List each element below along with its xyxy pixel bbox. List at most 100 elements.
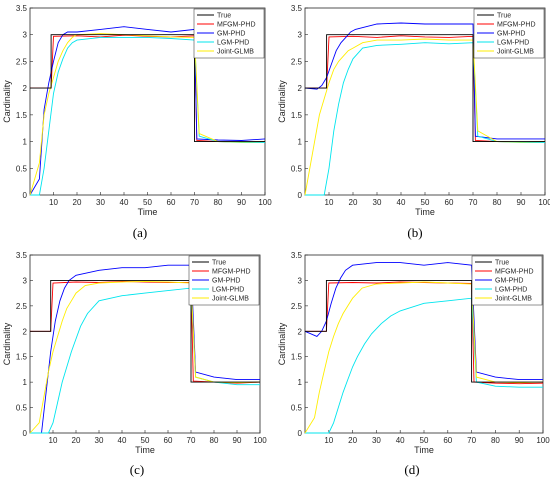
y-axis-label: Cardinality — [277, 322, 287, 365]
legend-entry: Joint-GLMB — [495, 296, 532, 303]
x-tick-label: 10 — [325, 198, 334, 207]
series-line-mfgm-phd — [305, 281, 544, 385]
y-tick-label: 1.5 — [16, 353, 28, 362]
x-tick-label: 80 — [491, 436, 500, 445]
legend: True MFGM-PHD GM-PHD LGM-PHD Joint-GLMB — [473, 8, 545, 59]
series-line-joint-glmb — [29, 280, 261, 434]
x-tick-label: 40 — [120, 198, 129, 207]
x-tick-label: 90 — [515, 436, 524, 445]
legend: True MFGM-PHD GM-PHD LGM-PHD Joint-GLMB — [193, 8, 265, 59]
legend: True MFGM-PHD GM-PHD LGM-PHD Joint-GLMB — [188, 255, 260, 306]
y-tick-label: 0 — [298, 429, 303, 438]
y-tick-label: 1 — [298, 378, 303, 387]
y-tick-label: 2.5 — [291, 57, 303, 66]
y-tick-label: 1 — [23, 138, 28, 147]
legend-entry: True — [495, 260, 509, 267]
x-tick-label: 30 — [373, 198, 382, 207]
legend-entry: LGM-PHD — [495, 287, 527, 294]
panel-caption: (b) — [407, 225, 422, 240]
series-line-true — [305, 34, 545, 143]
x-tick-label: 90 — [517, 198, 526, 207]
chart-panel-b: 0 0.5 1 1.5 2 2.5 3 3.5 10 20 30 40 50 60 70 80 90 100 Tim… — [277, 4, 550, 240]
y-tick-label: 3 — [23, 276, 28, 285]
x-tick-label: 70 — [467, 436, 476, 445]
y-tick-label: 0 — [298, 191, 303, 200]
legend: True MFGM-PHD GM-PHD LGM-PHD Joint-GLMB — [471, 255, 543, 306]
y-tick-label: 3 — [298, 31, 303, 40]
y-tick-label: 3 — [23, 31, 28, 40]
x-tick-label: 40 — [397, 198, 406, 207]
y-axis-label: Cardinality — [277, 80, 287, 123]
x-tick-label: 100 — [253, 436, 267, 445]
x-tick-label: 60 — [443, 436, 452, 445]
x-tick-label: 60 — [164, 436, 173, 445]
y-tick-label: 0 — [23, 429, 28, 438]
series-line-gm-phd — [30, 264, 260, 434]
y-tick-label: 1.5 — [16, 111, 28, 120]
x-tick-label: 50 — [143, 198, 152, 207]
x-tick-label: 90 — [233, 436, 242, 445]
panel-caption: (d) — [404, 462, 419, 477]
y-tick-label: 2 — [23, 327, 28, 336]
x-tick-label: 80 — [214, 198, 223, 207]
x-tick-label: 10 — [49, 436, 58, 445]
legend-entry: LGM-PHD — [497, 40, 529, 47]
y-tick-label: 3.5 — [291, 251, 303, 260]
x-tick-label: 100 — [538, 198, 550, 207]
x-tick-label: 100 — [536, 436, 550, 445]
legend-entry: LGM-PHD — [217, 40, 249, 47]
x-tick-label: 60 — [445, 198, 454, 207]
y-tick-label: 2.5 — [16, 57, 28, 66]
series-line-true — [30, 279, 260, 383]
x-tick-label: 100 — [258, 198, 272, 207]
series-line-true — [305, 279, 543, 383]
series-line-joint-glmb — [304, 38, 546, 196]
x-axis-label: Time — [414, 445, 434, 455]
series-line-lgm-phd — [305, 42, 545, 196]
y-tick-label: 3.5 — [16, 251, 28, 260]
x-tick-label: 50 — [421, 198, 430, 207]
legend-entry: GM-PHD — [217, 31, 245, 38]
y-tick-label: 3.5 — [291, 4, 303, 13]
series-line-gm-phd — [29, 26, 266, 196]
x-tick-label: 40 — [118, 436, 127, 445]
x-tick-label: 30 — [372, 436, 381, 445]
legend-entry: True — [217, 13, 231, 20]
legend-entry: MFGM-PHD — [495, 269, 534, 276]
legend-entry: Joint-GLMB — [212, 296, 249, 303]
y-tick-label: 2.5 — [291, 302, 303, 311]
legend-entry: MFGM-PHD — [217, 22, 256, 29]
x-tick-label: 60 — [167, 198, 176, 207]
x-tick-label: 30 — [96, 198, 105, 207]
y-tick-label: 2.5 — [16, 302, 28, 311]
x-tick-label: 20 — [349, 198, 358, 207]
x-tick-label: 20 — [72, 436, 81, 445]
series-line-true — [30, 34, 265, 143]
legend-entry: Joint-GLMB — [217, 49, 254, 56]
series-line-gm-phd — [304, 262, 543, 381]
x-tick-label: 70 — [469, 198, 478, 207]
x-tick-label: 90 — [237, 198, 246, 207]
x-tick-label: 80 — [210, 436, 219, 445]
x-tick-label: 40 — [396, 436, 405, 445]
x-tick-label: 10 — [324, 436, 333, 445]
y-tick-label: 3.5 — [16, 4, 28, 13]
y-tick-label: 1.5 — [291, 353, 303, 362]
y-tick-label: 0.5 — [16, 164, 28, 173]
y-axis-label: Cardinality — [2, 80, 12, 123]
y-tick-label: 0.5 — [16, 404, 28, 413]
legend-entry: True — [497, 13, 511, 20]
legend-entry: MFGM-PHD — [212, 269, 251, 276]
legend-entry: LGM-PHD — [212, 287, 244, 294]
x-axis-label: Time — [135, 445, 155, 455]
x-tick-label: 80 — [493, 198, 502, 207]
x-tick-label: 70 — [190, 198, 199, 207]
y-tick-label: 2 — [23, 84, 28, 93]
x-axis-label: Time — [138, 207, 158, 217]
y-tick-label: 0.5 — [291, 404, 303, 413]
y-tick-label: 1 — [23, 378, 28, 387]
legend-entry: MFGM-PHD — [497, 22, 536, 29]
y-tick-label: 1 — [298, 138, 303, 147]
y-tick-label: 2 — [298, 84, 303, 93]
x-axis-label: Time — [415, 207, 435, 217]
